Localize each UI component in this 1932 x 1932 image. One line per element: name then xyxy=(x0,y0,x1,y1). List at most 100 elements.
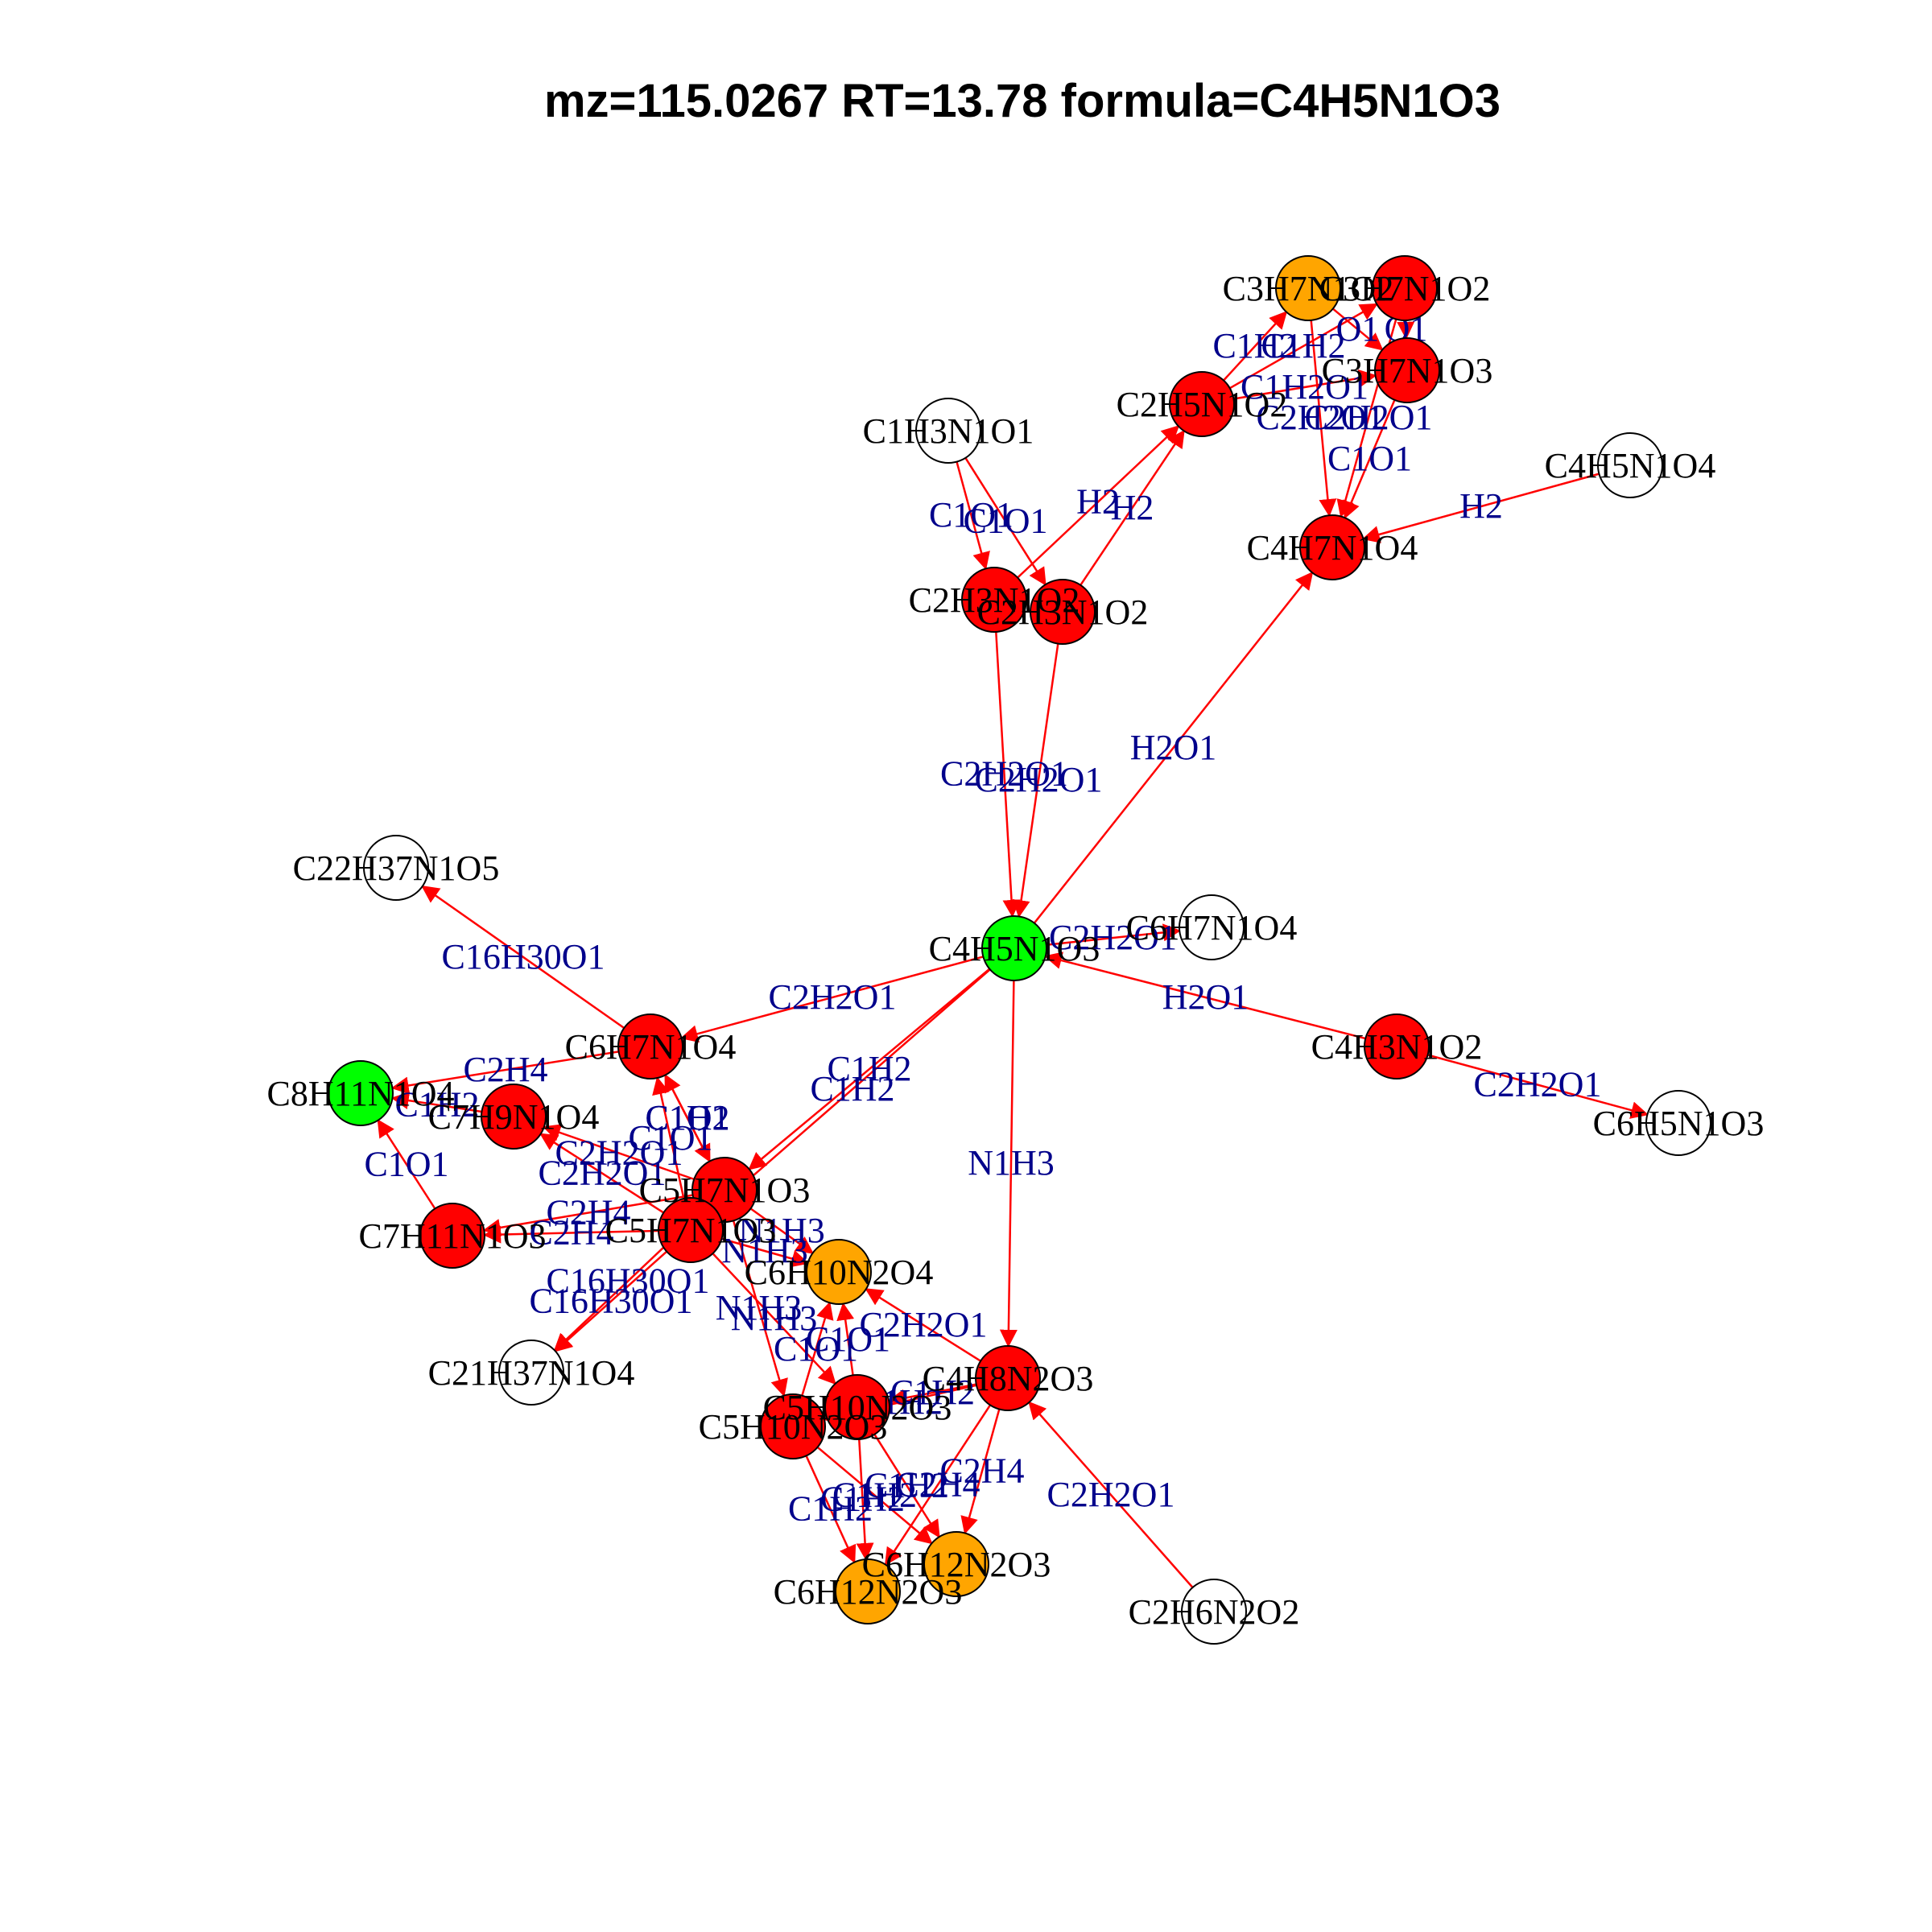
node-label: C2H3N1O2 xyxy=(909,580,1080,620)
edge-label: H2 xyxy=(1459,486,1503,526)
edge-label: C2H2O1 xyxy=(1474,1065,1602,1104)
edge-n25-n26 xyxy=(816,1446,933,1545)
node-C4H5N1O4 xyxy=(1597,432,1663,498)
edge-label: N1H3 xyxy=(738,1211,825,1250)
edge-label: C16H30O1 xyxy=(547,1261,710,1301)
node-label: C4H3N1O2 xyxy=(1311,1027,1483,1067)
edge-label: C1H2 xyxy=(832,1476,917,1515)
node-C6H7N1O4 xyxy=(617,1013,683,1080)
edge-label: C2H2O1 xyxy=(1047,1475,1175,1514)
edge-n14-n17 xyxy=(1427,1054,1649,1119)
node-C7H11N1O3 xyxy=(419,1203,485,1269)
edge-n5-n8 xyxy=(956,461,990,571)
edge-n28-n23 xyxy=(1028,1401,1194,1588)
edge-n6-n7 xyxy=(1361,473,1600,543)
node-label: C4H5N1O4 xyxy=(1545,446,1716,485)
node-label: C1H3N1O1 xyxy=(863,411,1034,451)
edge-n19-n16 xyxy=(539,1133,664,1214)
node-label: C3H7N1O3 xyxy=(1322,351,1493,390)
edge-label: C1H2 xyxy=(827,1049,911,1088)
node-label: C5H10N2O3 xyxy=(763,1388,952,1427)
edge-n18-n25 xyxy=(732,1220,788,1397)
node-label: C8H11N1O4 xyxy=(266,1074,454,1113)
edge-label: H2O1 xyxy=(1130,728,1217,767)
edge-n9-n4 xyxy=(1080,429,1185,586)
node-C5H10N2O3 xyxy=(760,1393,826,1459)
graph-title: mz=115.0267 RT=13.78 formula=C4H5N1O3 xyxy=(544,75,1501,127)
edge-n19-n20 xyxy=(483,1225,659,1244)
edges-layer xyxy=(377,303,1649,1588)
node-label: C4H5N1O3 xyxy=(929,929,1100,968)
edge-n13-n10 xyxy=(421,885,625,1030)
node-C2H6N2O2 xyxy=(1181,1579,1247,1645)
edge-n19-n24 xyxy=(712,1253,836,1385)
node-C2H5N1O2 xyxy=(1169,371,1235,437)
edge-n18-n21 xyxy=(749,1208,815,1254)
edge-n9-n11 xyxy=(1012,643,1059,919)
edge-label: C1O1 xyxy=(1327,439,1412,478)
edge-label: C1H2 xyxy=(788,1489,873,1529)
node-label: C7H11N1O3 xyxy=(358,1216,546,1256)
edge-label: C2H2O1 xyxy=(860,1305,988,1344)
node-C1H3N1O1 xyxy=(915,398,981,464)
edge-label: C2H2O1 xyxy=(555,1133,683,1173)
edge-n4-n2 xyxy=(1229,303,1378,390)
edge-label: N1H3 xyxy=(721,1231,808,1270)
node-C5H7N1O3 xyxy=(658,1197,724,1263)
node-C3H7N1O3 xyxy=(1374,337,1440,403)
edge-label: C2H4 xyxy=(939,1451,1024,1491)
edge-n23-n24 xyxy=(887,1383,976,1407)
edge-label: C1H2 xyxy=(810,1069,894,1108)
node-label: C6H7N1O4 xyxy=(565,1027,737,1067)
node-C4H5N1O3 xyxy=(981,915,1047,981)
node-label: C6H7N1O4 xyxy=(1126,908,1298,947)
edge-label: C2H2O1 xyxy=(940,754,1068,794)
edge-n24-n27 xyxy=(856,1439,874,1561)
edge-label: C1H2 xyxy=(645,1098,729,1137)
edge-n4-n1 xyxy=(1223,311,1288,382)
node-C22H37N1O5 xyxy=(363,835,429,901)
node-C21H37N1O4 xyxy=(498,1340,564,1406)
edge-label: O1 xyxy=(1336,309,1380,349)
edge-label: C1O1 xyxy=(645,1098,729,1137)
node-C6H12N2O3 xyxy=(835,1558,901,1624)
node-C6H12N2O3 xyxy=(923,1531,989,1597)
node-C6H5N1O3 xyxy=(1645,1090,1711,1156)
edge-n11-n23 xyxy=(999,980,1018,1348)
edge-n24-n26 xyxy=(873,1434,940,1538)
edge-n4-n3 xyxy=(1233,369,1377,400)
edge-label: C16H30O1 xyxy=(442,937,605,976)
edge-label: C2H2O1 xyxy=(975,760,1103,799)
edge-label: C2H2O1 xyxy=(1049,918,1177,957)
node-label: C5H7N1O3 xyxy=(605,1211,777,1250)
node-C6H7N1O4 xyxy=(1179,894,1245,960)
edge-label: C1H2 xyxy=(1212,326,1297,365)
edge-label: C1O1 xyxy=(929,495,1013,535)
node-label: C5H10N2O3 xyxy=(699,1407,888,1447)
edge-n8-n4 xyxy=(1017,425,1180,579)
node-label: C21H37N1O4 xyxy=(428,1353,635,1393)
edge-label: C2H4 xyxy=(529,1213,613,1253)
edge-n1-n3 xyxy=(1331,308,1384,351)
node-C2H3N1O2 xyxy=(1030,579,1096,645)
edge-n13-n15 xyxy=(390,1051,619,1095)
edge-n3-n7 xyxy=(1343,399,1396,519)
node-label: C7H9N1O4 xyxy=(428,1097,600,1137)
edge-label: C2H2O1 xyxy=(769,977,897,1017)
node-C8H11N1O4 xyxy=(328,1060,394,1126)
edge-label: C1O1 xyxy=(628,1118,712,1158)
node-C5H10N2O3 xyxy=(824,1374,890,1440)
edge-n11-n19 xyxy=(713,968,991,1210)
edge-n23-n26 xyxy=(960,1409,1001,1535)
node-label: C6H12N2O3 xyxy=(774,1572,963,1612)
edge-n1-n7 xyxy=(1310,320,1337,517)
node-C4H3N1O2 xyxy=(1364,1013,1430,1080)
edge-n11-n12 xyxy=(1046,923,1182,947)
edge-n20-n15 xyxy=(377,1119,436,1210)
edge-label: C1H2O1 xyxy=(1241,367,1368,407)
edge-label: C1O1 xyxy=(364,1145,448,1184)
edge-label: C1H2 xyxy=(865,1466,949,1505)
edge-label: C1H2 xyxy=(394,1085,479,1125)
